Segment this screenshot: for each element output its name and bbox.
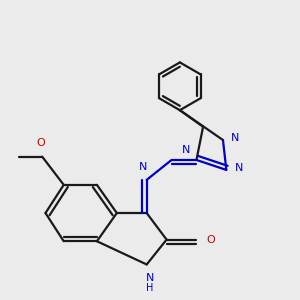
Text: N: N — [146, 273, 154, 283]
Text: N: N — [235, 163, 243, 173]
Text: H: H — [146, 283, 154, 293]
Text: O: O — [36, 138, 45, 148]
Text: O: O — [206, 235, 215, 244]
Text: N: N — [139, 162, 148, 172]
Text: N: N — [182, 145, 190, 155]
Text: N: N — [231, 134, 240, 143]
